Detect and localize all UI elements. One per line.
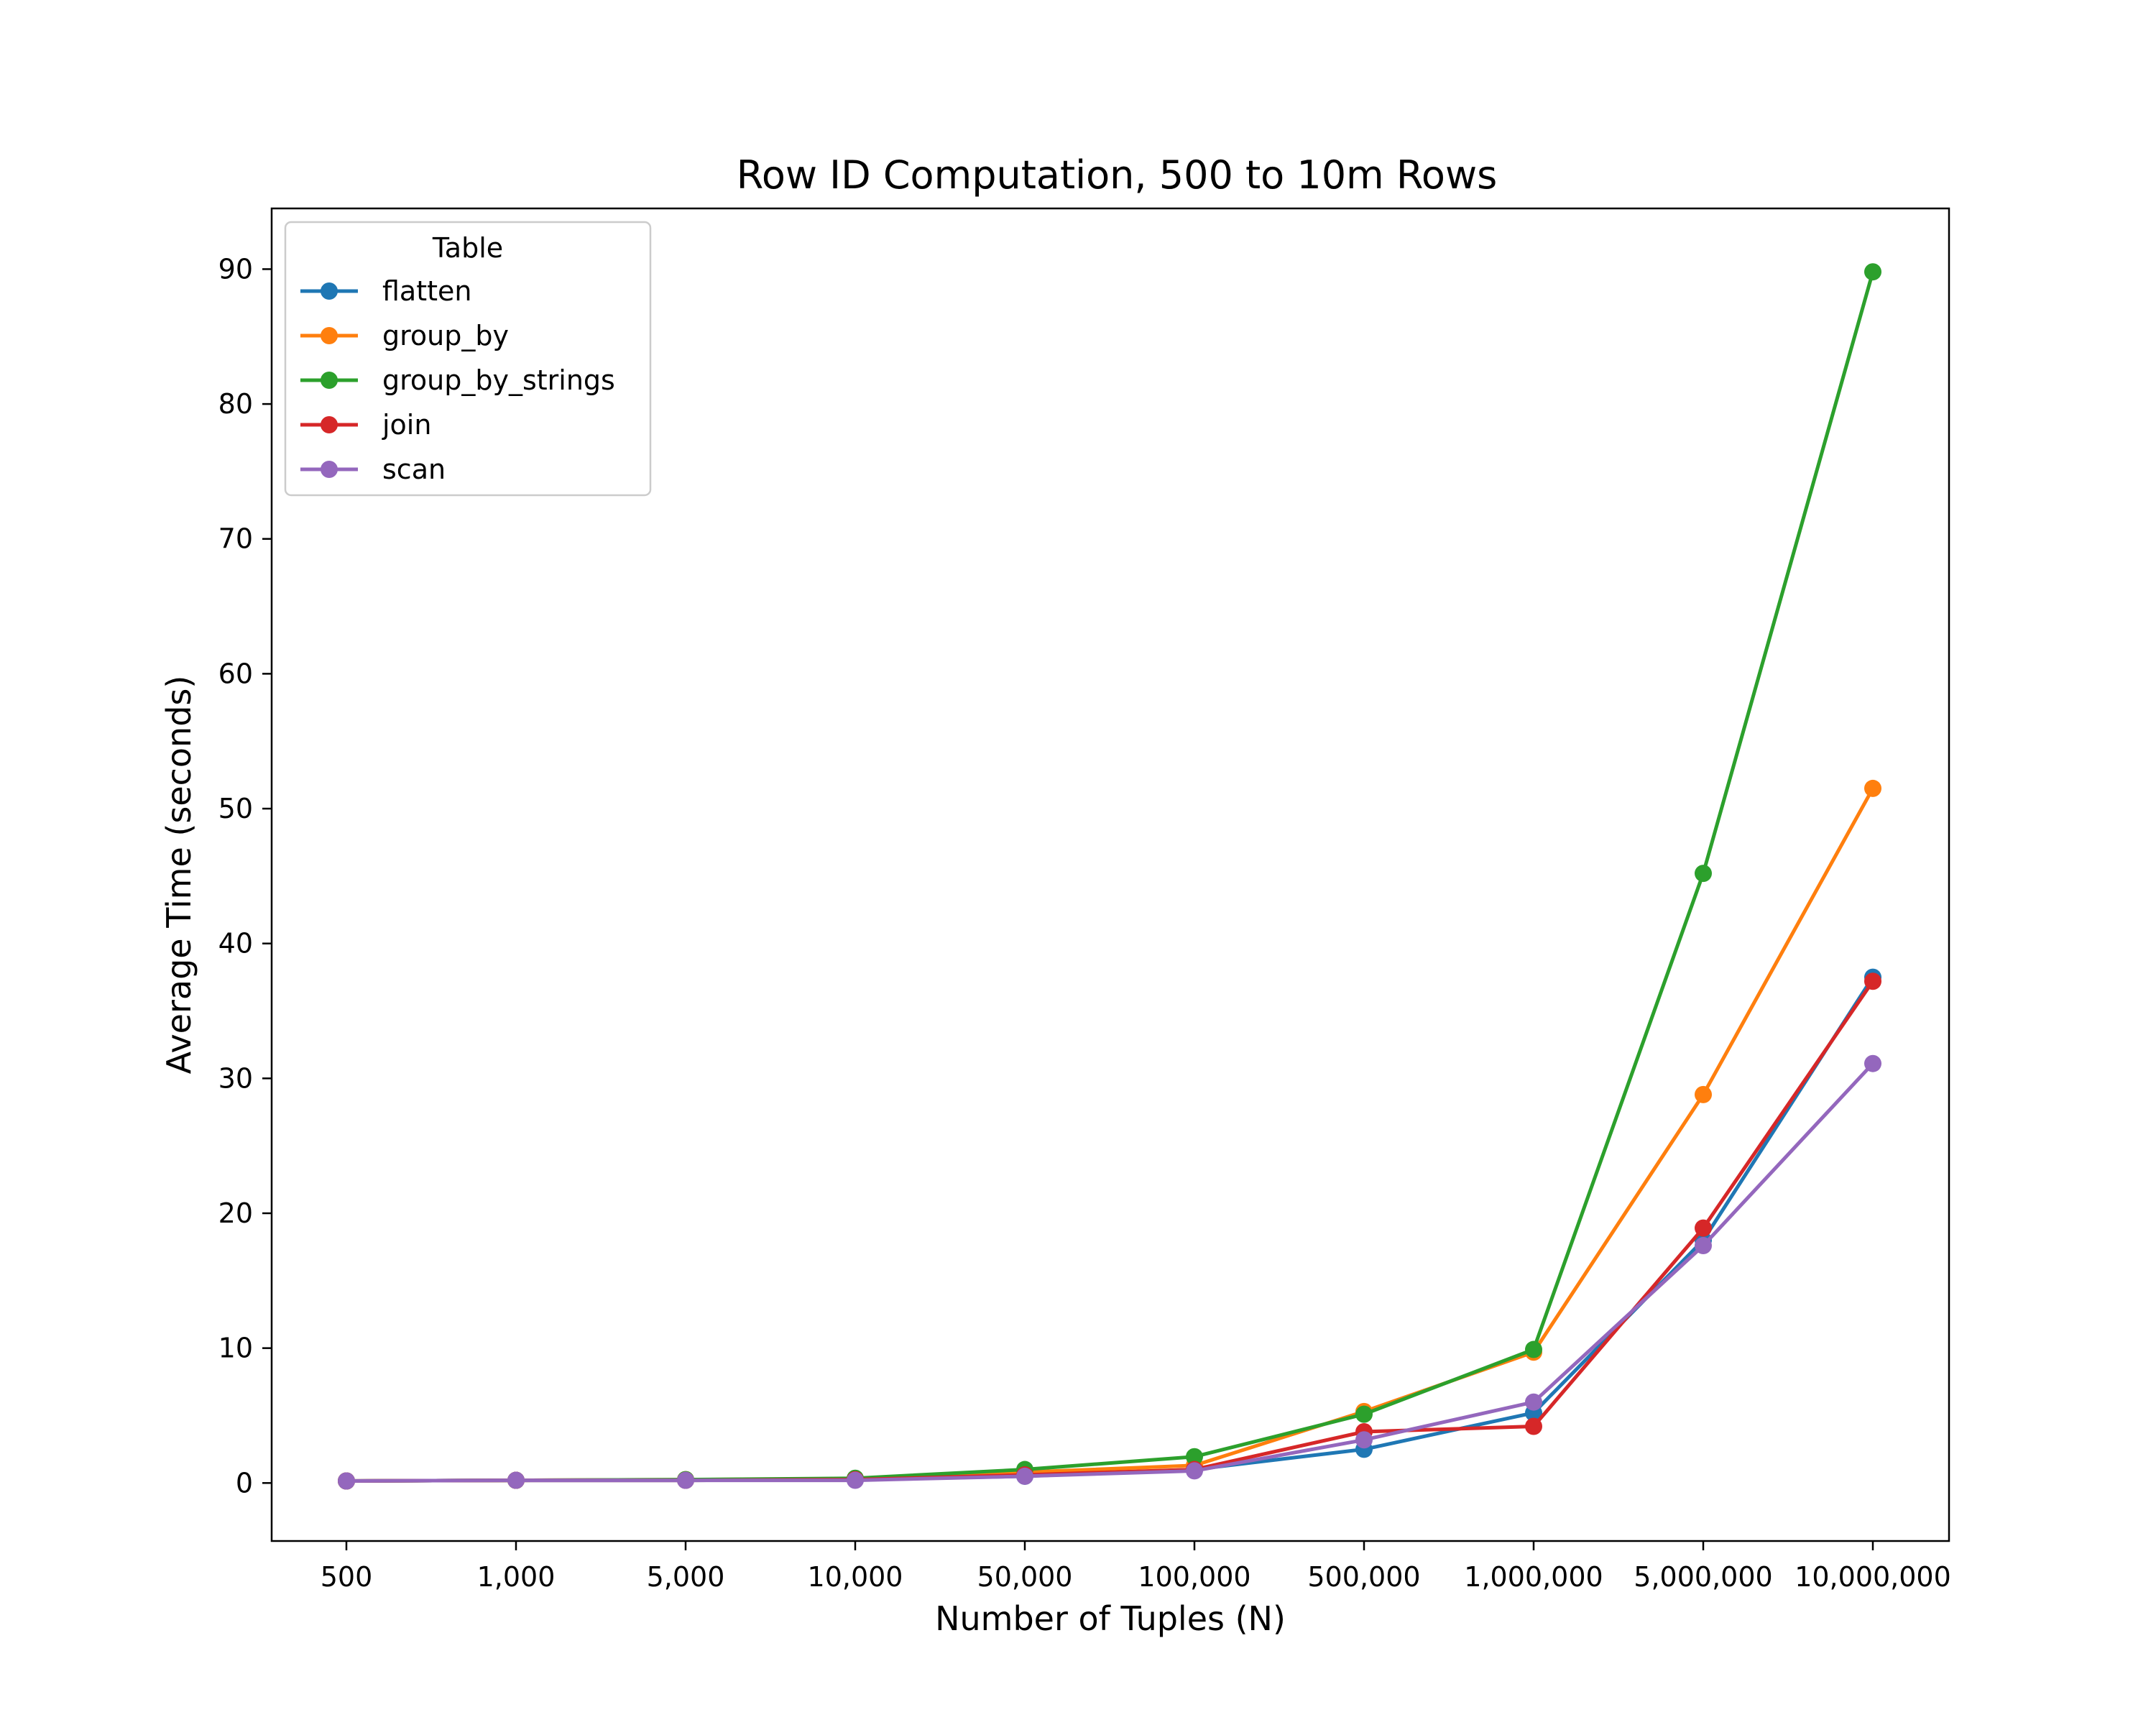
series-line-scan <box>346 1062 1874 1483</box>
legend-title: Table <box>432 232 503 264</box>
data-point-group_by_strings <box>1864 263 1881 281</box>
data-point-scan <box>338 1472 355 1490</box>
data-point-join <box>1525 1417 1542 1435</box>
x-tick-label: 500,000 <box>1307 1561 1420 1593</box>
data-point-group_by_strings <box>1525 1340 1542 1358</box>
legend-swatch-marker <box>321 461 338 478</box>
x-tick-label: 5,000,000 <box>1634 1561 1772 1593</box>
y-tick-label: 60 <box>218 658 253 689</box>
data-point-join <box>1695 1219 1712 1237</box>
x-axis: 500 1,000 5,000 10,000 50,000 100,000 500,000 1… <box>321 1541 1951 1593</box>
y-axis: 0 10 20 30 40 50 60 70 80 90 <box>218 253 272 1499</box>
data-point-group_by <box>1695 1085 1712 1103</box>
series-line-flatten <box>346 976 1875 1483</box>
legend-label: group_by <box>382 320 509 351</box>
legend-entry-flatten: flatten <box>300 275 471 307</box>
x-tick-label: 10,000,000 <box>1795 1561 1951 1593</box>
x-axis-label: Number of Tuples (N) <box>935 1599 1286 1638</box>
x-tick-label: 1,000 <box>477 1561 556 1593</box>
legend-entry-join: join <box>300 409 431 441</box>
legend-label: scan <box>382 454 446 485</box>
legend-swatch-marker <box>321 416 338 433</box>
data-point-group_by_strings <box>1355 1405 1373 1423</box>
data-point-scan <box>677 1471 694 1489</box>
x-tick-label: 100,000 <box>1138 1561 1250 1593</box>
y-tick-label: 90 <box>218 253 253 285</box>
data-point-scan <box>847 1471 864 1489</box>
x-tick-label: 5,000 <box>647 1561 725 1593</box>
legend-box <box>284 221 652 497</box>
series-join <box>338 972 1881 1490</box>
y-tick-label: 0 <box>236 1467 253 1499</box>
data-point-scan <box>1695 1237 1712 1255</box>
data-point-scan <box>1525 1393 1542 1411</box>
series-group_by <box>338 779 1881 1490</box>
data-point-scan <box>1864 1054 1881 1072</box>
data-point-group_by <box>1864 779 1881 797</box>
y-axis-label: Average Time (seconds) <box>160 676 198 1075</box>
plot-frame <box>270 207 1950 1542</box>
data-point-join <box>1864 972 1881 990</box>
legend-label: flatten <box>382 275 471 307</box>
legend-swatch-marker <box>321 372 338 389</box>
legend-label: join <box>382 409 431 441</box>
legend: Table flatten group_by group_by_stringsjoi… <box>284 221 652 497</box>
legend-entry-group_by: group_by <box>300 320 509 351</box>
data-point-scan <box>1355 1431 1373 1449</box>
y-tick-label: 20 <box>218 1197 253 1229</box>
legend-swatch-marker <box>321 282 338 300</box>
chart-title: Row ID Computation, 500 to 10m Rows <box>737 152 1498 198</box>
series-scan <box>338 1054 1881 1490</box>
data-point-scan <box>1186 1462 1203 1480</box>
x-tick-label: 500 <box>321 1561 373 1593</box>
y-tick-label: 30 <box>218 1062 253 1094</box>
x-tick-label: 50,000 <box>977 1561 1073 1593</box>
y-tick-label: 80 <box>218 388 253 420</box>
series-line-join <box>346 980 1875 1483</box>
data-point-group_by_strings <box>1695 865 1712 883</box>
y-tick-label: 10 <box>218 1333 253 1364</box>
legend-label: group_by_strings <box>382 364 615 396</box>
legend-swatch-marker <box>321 327 338 344</box>
plot-marks <box>338 263 1881 1490</box>
y-tick-label: 40 <box>218 928 253 960</box>
legend-entry-scan: scan <box>300 454 446 485</box>
data-point-group_by_strings <box>1186 1448 1203 1466</box>
legend-entry-group_by_strings: group_by_strings <box>300 364 615 396</box>
data-point-scan <box>1016 1467 1033 1485</box>
x-tick-label: 1,000,000 <box>1464 1561 1603 1593</box>
x-tick-label: 10,000 <box>808 1561 903 1593</box>
series-line-group_by <box>346 787 1875 1483</box>
data-point-scan <box>507 1471 525 1489</box>
series-flatten <box>338 968 1881 1490</box>
y-tick-label: 50 <box>218 793 253 824</box>
y-tick-label: 70 <box>218 523 253 555</box>
